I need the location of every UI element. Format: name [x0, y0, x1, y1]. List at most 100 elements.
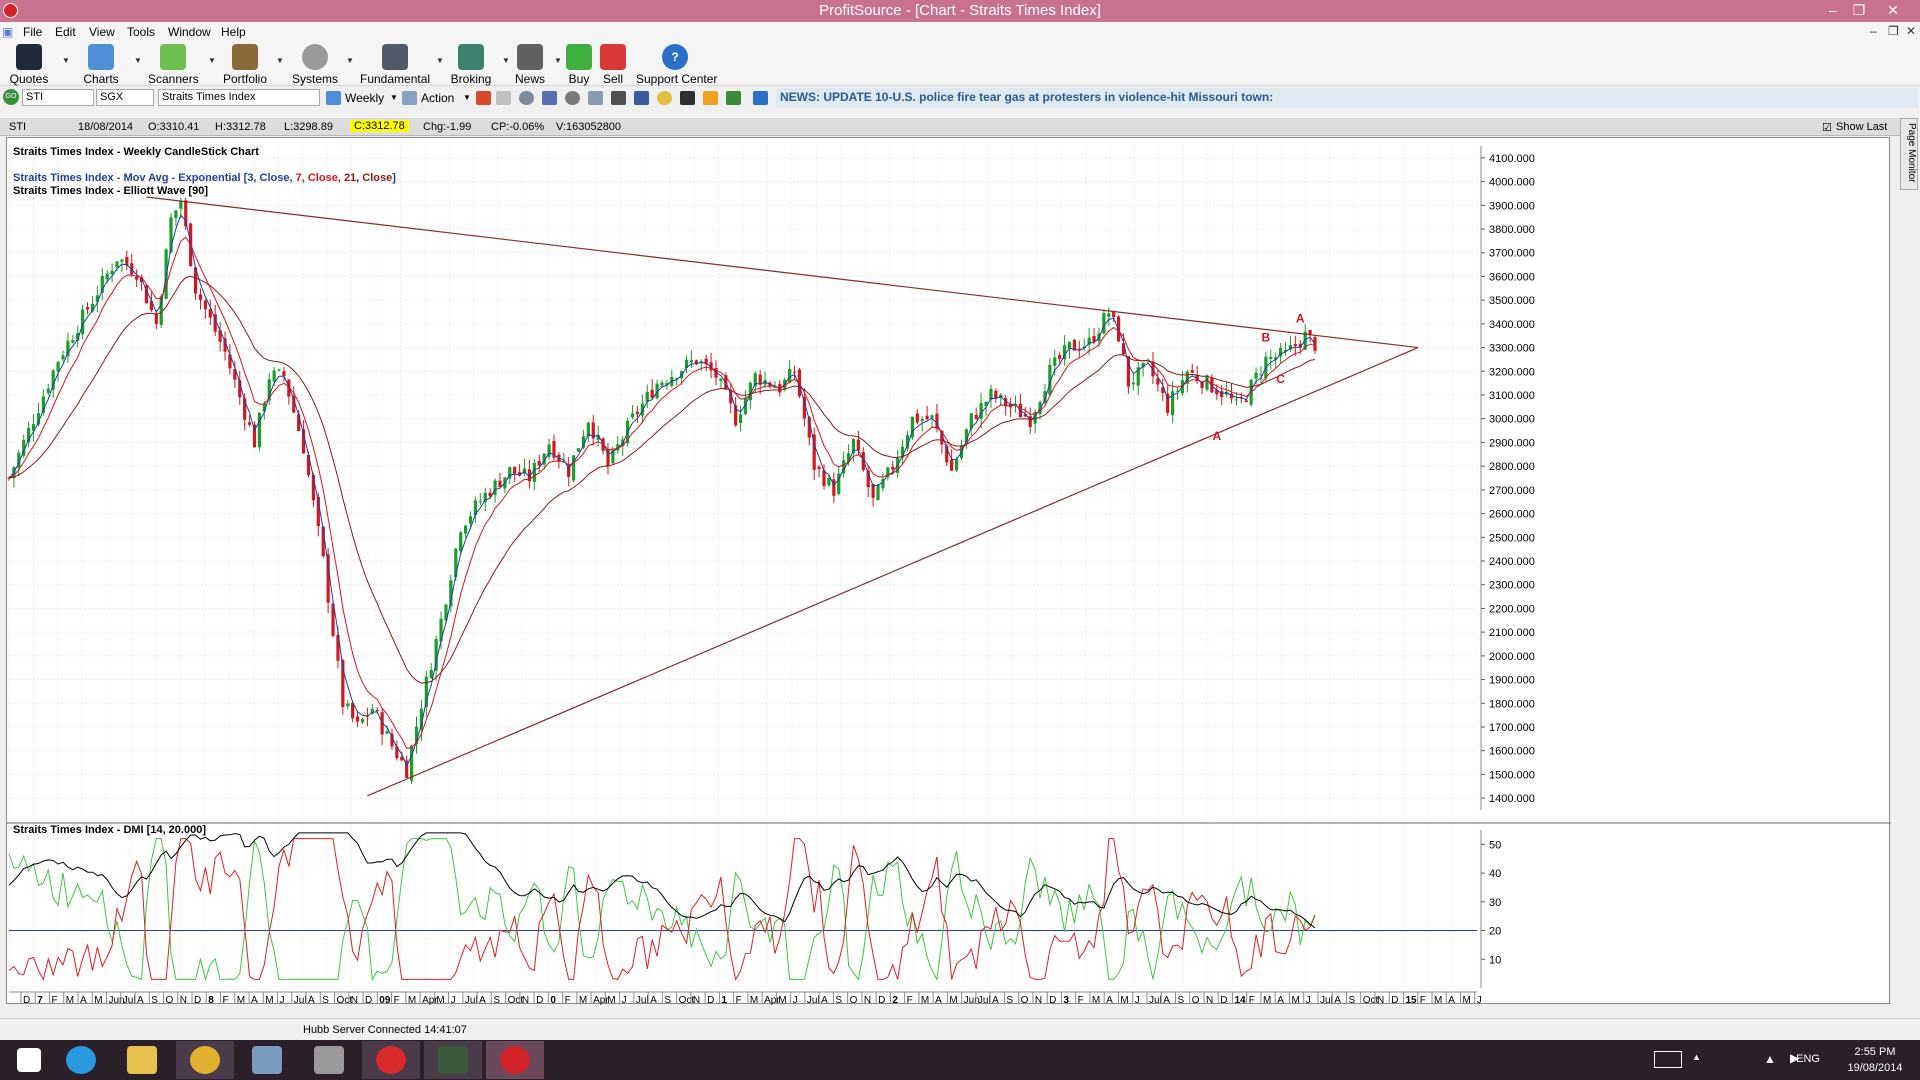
menu-doc-icon[interactable]: ▣	[2, 25, 14, 39]
taskbar-go[interactable]	[424, 1041, 482, 1079]
sell-button[interactable]: Sell	[598, 44, 628, 86]
menu-file[interactable]: File	[23, 25, 43, 39]
candle-body	[331, 603, 335, 636]
print-icon[interactable]	[588, 91, 603, 105]
mdi-restore-icon[interactable]: ❐	[1888, 24, 1899, 38]
language-indicator[interactable]: ENG	[1796, 1053, 1820, 1065]
support-center-button[interactable]: ? Support Center	[636, 44, 717, 86]
menu-edit[interactable]: Edit	[55, 25, 76, 39]
menu-view[interactable]: View	[89, 25, 115, 39]
show-last-checkbox[interactable]: ☑	[1822, 122, 1832, 134]
fundamental-button[interactable]: Fundamental ▼	[360, 44, 444, 86]
settings-icon[interactable]	[519, 91, 534, 105]
candle-body	[336, 635, 340, 661]
x-tick-label: Jul	[636, 995, 649, 1005]
minimize-icon[interactable]: –	[1829, 2, 1837, 18]
network-icon[interactable]: ▲	[1764, 1052, 1776, 1066]
news-button[interactable]: News ▼	[510, 44, 562, 86]
taskbar-chrome[interactable]	[176, 1041, 234, 1079]
candle-body	[243, 398, 247, 420]
security-name-field[interactable]: Straits Times Index	[158, 89, 320, 106]
dmi-y-tick-label: 20	[1489, 926, 1501, 938]
go-icon[interactable]: GO	[3, 89, 19, 105]
menu-help[interactable]: Help	[221, 25, 246, 39]
tools-icon[interactable]	[611, 91, 626, 105]
taskbar-app[interactable]	[300, 1041, 358, 1079]
candle-body	[405, 760, 409, 778]
candle-body	[213, 314, 217, 332]
symbol-input[interactable]: STI	[22, 89, 94, 106]
start-button[interactable]	[0, 1041, 58, 1079]
tray-up-icon[interactable]: ▲	[1692, 1052, 1701, 1062]
candle-body	[95, 295, 99, 302]
info-open: O:3310.41	[148, 121, 200, 133]
x-tick-label: M	[66, 995, 74, 1005]
clock[interactable]: 2:55 PM 19/08/2014	[1840, 1044, 1910, 1076]
buy-button[interactable]: Buy	[562, 44, 596, 86]
zoom-icon[interactable]	[565, 91, 580, 105]
taskbar-ie[interactable]	[52, 1041, 110, 1079]
price-chart[interactable]: 4100.000 4000.000 3900.000 3800.000 3700.000…	[7, 138, 1891, 1005]
candle-body	[846, 453, 851, 463]
close-icon[interactable]: ✕	[1887, 2, 1899, 18]
restore-icon[interactable]: ❐	[1852, 2, 1866, 18]
taskbar-profitsource[interactable]	[486, 1041, 544, 1079]
candle-body	[1067, 341, 1072, 349]
clock-date: 19/08/2014	[1847, 1062, 1903, 1074]
app-icon[interactable]	[3, 3, 18, 18]
x-tick-label: O	[850, 995, 858, 1005]
calculator-icon	[252, 1046, 282, 1074]
fundamental-icon	[382, 44, 408, 70]
candle-body	[596, 434, 600, 440]
taskbar-calculator[interactable]	[238, 1041, 296, 1079]
candle-body	[17, 452, 21, 468]
taskbar-media[interactable]	[362, 1041, 420, 1079]
page-monitor-tab[interactable]: Page Monitor	[1900, 118, 1918, 190]
x-tick-label: A	[137, 995, 144, 1005]
candle-body	[640, 403, 644, 416]
candle-body	[945, 445, 949, 463]
news-ticker[interactable]: NEWS: UPDATE 10-U.S. police fire tear ga…	[776, 88, 1918, 108]
mdi-minimize-icon[interactable]: –	[1870, 24, 1877, 38]
layout-icon[interactable]	[680, 91, 695, 105]
arrow-down-icon[interactable]	[476, 91, 491, 105]
indicator-icon[interactable]	[634, 91, 649, 105]
candle-body	[650, 389, 654, 398]
broking-button[interactable]: Broking ▼	[446, 44, 510, 86]
menu-window[interactable]: Window	[168, 25, 211, 39]
bulb-icon[interactable]	[657, 91, 672, 105]
star-icon[interactable]	[703, 91, 718, 105]
volume-icon[interactable]: ▶	[1790, 1051, 1800, 1065]
taskbar-explorer[interactable]	[113, 1041, 171, 1079]
menu-tools[interactable]: Tools	[127, 25, 156, 39]
action-menu[interactable]: Action	[421, 91, 455, 105]
save-icon[interactable]	[496, 91, 511, 105]
server-status: Hubb Server Connected 14:41:07	[303, 1024, 467, 1036]
scanners-button[interactable]: Scanners ▼	[148, 44, 216, 86]
period-dropdown-icon[interactable]: ▼	[390, 93, 398, 102]
period-select[interactable]: Weekly	[345, 91, 385, 105]
candle-body	[684, 359, 689, 368]
systems-button[interactable]: Systems ▼	[290, 44, 354, 86]
candle-body	[483, 492, 487, 502]
x-tick-label: F	[394, 995, 400, 1005]
x-tick-label: Jun	[964, 995, 980, 1005]
portfolio-button[interactable]: Portfolio ▼	[220, 44, 284, 86]
candle-body	[223, 338, 227, 352]
mdi-close-icon[interactable]: ✕	[1906, 24, 1917, 38]
calendar-icon[interactable]	[542, 91, 557, 105]
candle-body	[1288, 344, 1293, 350]
flag-icon[interactable]	[726, 91, 741, 105]
charts-button[interactable]: Charts ▼	[80, 44, 142, 86]
x-tick-label: D	[1391, 995, 1398, 1005]
candle-body	[591, 422, 595, 439]
exchange-select[interactable]: SGX	[96, 89, 154, 106]
candle-body	[277, 369, 281, 371]
action-dropdown-icon[interactable]: ▼	[463, 93, 471, 102]
candle-body	[611, 448, 615, 464]
candle-body	[581, 436, 586, 448]
quotes-button[interactable]: Quotes ▼	[8, 44, 70, 86]
news-doc-icon[interactable]	[753, 91, 768, 105]
candle-body	[144, 285, 149, 304]
keyboard-icon[interactable]	[1654, 1051, 1682, 1068]
